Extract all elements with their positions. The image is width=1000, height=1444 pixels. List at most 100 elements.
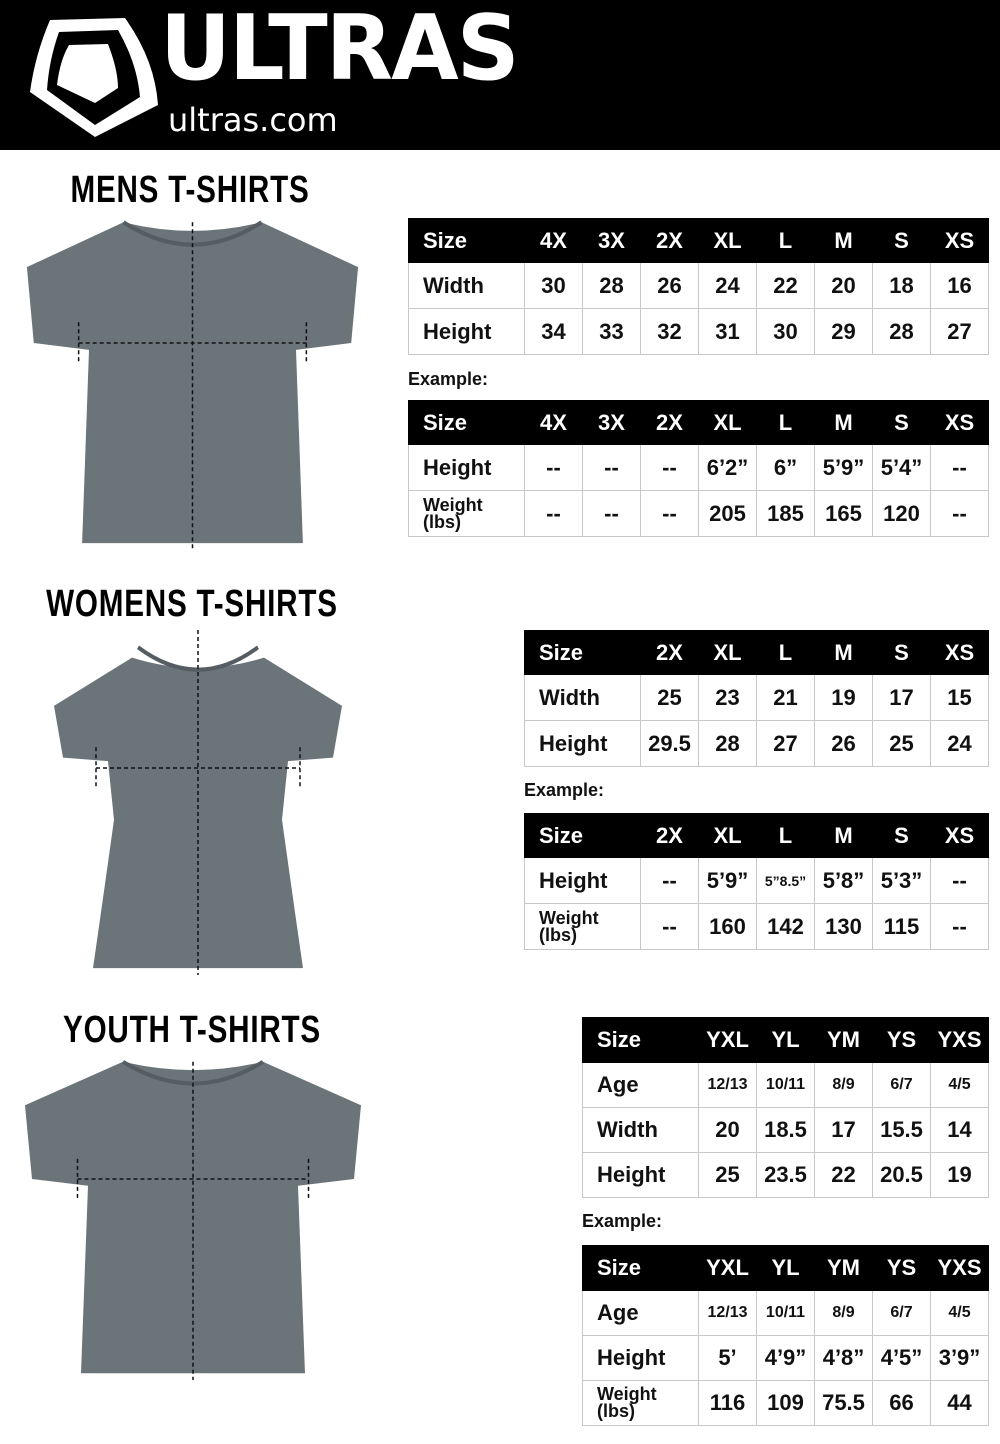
table-cell: 116 — [698, 1380, 757, 1426]
size-chart-table: Size 2X XL L M S XS Width 25 23 21 19 17 15 Height 29.5… — [524, 630, 989, 767]
table-cell: 34 — [524, 308, 583, 355]
example-chart-table: Size 4X 3X 2X XL L M S XS Height -- -- -- 6’2” 6” 5’9” 5… — [408, 400, 989, 537]
row-label: Width — [524, 674, 641, 721]
table-row: Width 30 28 26 24 22 20 18 16 — [408, 262, 989, 309]
row-label: Width — [408, 262, 525, 309]
table-cell: 25 — [698, 1152, 757, 1198]
table-row: Age 12/13 10/11 8/9 6/7 4/5 — [582, 1062, 989, 1108]
size-column-header: 2X — [640, 218, 699, 263]
table-cell: 5’9” — [698, 857, 757, 904]
size-column-header: YXL — [698, 1245, 757, 1291]
table-cell: 8/9 — [814, 1062, 873, 1108]
table-cell: 4’8” — [814, 1335, 873, 1381]
size-column-header: XS — [930, 813, 989, 858]
table-cell: 19 — [930, 1152, 989, 1198]
size-header: Size — [408, 400, 525, 445]
table-cell: -- — [930, 857, 989, 904]
size-column-header: YM — [814, 1245, 873, 1291]
example-chart-table: Size YXL YL YM YS YXS Age 12/13 10/11 8/9 6/7 4/5 He… — [582, 1245, 989, 1426]
table-row: Weight (lbs) -- -- -- 205 185 165 120 -- — [408, 490, 989, 537]
table-cell: 4/5 — [930, 1290, 989, 1336]
table-cell: 3’9” — [930, 1335, 989, 1381]
table-cell: 18 — [872, 262, 931, 309]
table-row: Height 29.5 28 27 26 25 24 — [524, 720, 989, 767]
row-label: Weight (lbs) — [582, 1380, 699, 1426]
row-label: Age — [582, 1290, 699, 1336]
table-cell: 24 — [930, 720, 989, 767]
table-cell: 6’2” — [698, 444, 757, 491]
size-column-header: M — [814, 630, 873, 675]
brand-name: ULTRAS — [160, 0, 520, 101]
table-cell: 10/11 — [756, 1290, 815, 1336]
table-cell: 27 — [756, 720, 815, 767]
table-row: Height -- 5’9” 5”8.5” 5’8” 5’3” -- — [524, 857, 989, 904]
table-cell: 115 — [872, 903, 931, 950]
table-row: Width 25 23 21 19 17 15 — [524, 674, 989, 721]
table-cell: 33 — [582, 308, 641, 355]
size-chart-table-header-row: Size 4X 3X 2X XL L M S XS — [408, 218, 989, 263]
table-cell: 22 — [756, 262, 815, 309]
table-cell: 5’ — [698, 1335, 757, 1381]
size-header: Size — [582, 1017, 699, 1063]
size-chart-table: Size YXL YL YM YS YXS Age 12/13 10/11 8/9 6/7 4/5 Wi… — [582, 1017, 989, 1198]
table-cell: 10/11 — [756, 1062, 815, 1108]
row-label: Height — [408, 308, 525, 355]
table-cell: 22 — [814, 1152, 873, 1198]
table-cell: 120 — [872, 490, 931, 537]
table-cell: 5’8” — [814, 857, 873, 904]
size-column-header: YXS — [930, 1017, 989, 1063]
size-column-header: YM — [814, 1017, 873, 1063]
table-cell: -- — [930, 903, 989, 950]
size-chart-table-header-row: Size 2X XL L M S XS — [524, 630, 989, 675]
table-cell: 14 — [930, 1107, 989, 1153]
size-column-header: XL — [698, 813, 757, 858]
table-cell: 17 — [872, 674, 931, 721]
table-cell: -- — [930, 490, 989, 537]
table-cell: 27 — [930, 308, 989, 355]
table-cell: 29 — [814, 308, 873, 355]
example-chart-table-header-row: Size 2X XL L M S XS — [524, 813, 989, 858]
table-cell: 4’9” — [756, 1335, 815, 1381]
table-cell: 26 — [640, 262, 699, 309]
size-column-header: XL — [698, 400, 757, 445]
table-cell: 165 — [814, 490, 873, 537]
table-cell: 44 — [930, 1380, 989, 1426]
table-cell: 32 — [640, 308, 699, 355]
size-column-header: YL — [756, 1017, 815, 1063]
table-row: Weight (lbs) 116 109 75.5 66 44 — [582, 1380, 989, 1426]
size-column-header: 3X — [582, 218, 641, 263]
table-cell: -- — [582, 444, 641, 491]
size-column-header: S — [872, 218, 931, 263]
table-cell: 5’9” — [814, 444, 873, 491]
row-label: Height — [582, 1335, 699, 1381]
size-column-header: 4X — [524, 218, 583, 263]
size-column-header: XS — [930, 630, 989, 675]
table-cell: 15.5 — [872, 1107, 931, 1153]
size-column-header: L — [756, 400, 815, 445]
size-column-header: M — [814, 400, 873, 445]
table-cell: 109 — [756, 1380, 815, 1426]
row-label: Height — [524, 857, 641, 904]
row-label: Weight (lbs) — [524, 903, 641, 950]
section-title: MENS T-SHIRTS — [70, 169, 310, 211]
table-row: Height -- -- -- 6’2” 6” 5’9” 5’4” -- — [408, 444, 989, 491]
example-chart-table-header-row: Size 4X 3X 2X XL L M S XS — [408, 400, 989, 445]
t-shirt-illustration — [54, 630, 342, 975]
table-cell: 142 — [756, 903, 815, 950]
row-label: Weight (lbs) — [408, 490, 525, 537]
size-header: Size — [582, 1245, 699, 1291]
table-cell: -- — [640, 903, 699, 950]
table-cell: 5’3” — [872, 857, 931, 904]
size-column-header: YXL — [698, 1017, 757, 1063]
size-column-header: 4X — [524, 400, 583, 445]
table-cell: 6” — [756, 444, 815, 491]
table-cell: 185 — [756, 490, 815, 537]
brand-url: ultras.com — [168, 101, 338, 139]
size-column-header: 2X — [640, 630, 699, 675]
table-cell: 20.5 — [872, 1152, 931, 1198]
table-cell: 66 — [872, 1380, 931, 1426]
table-row: Width 20 18.5 17 15.5 14 — [582, 1107, 989, 1153]
table-row: Age 12/13 10/11 8/9 6/7 4/5 — [582, 1290, 989, 1336]
shield-logo-icon — [30, 18, 158, 137]
table-cell: 28 — [582, 262, 641, 309]
